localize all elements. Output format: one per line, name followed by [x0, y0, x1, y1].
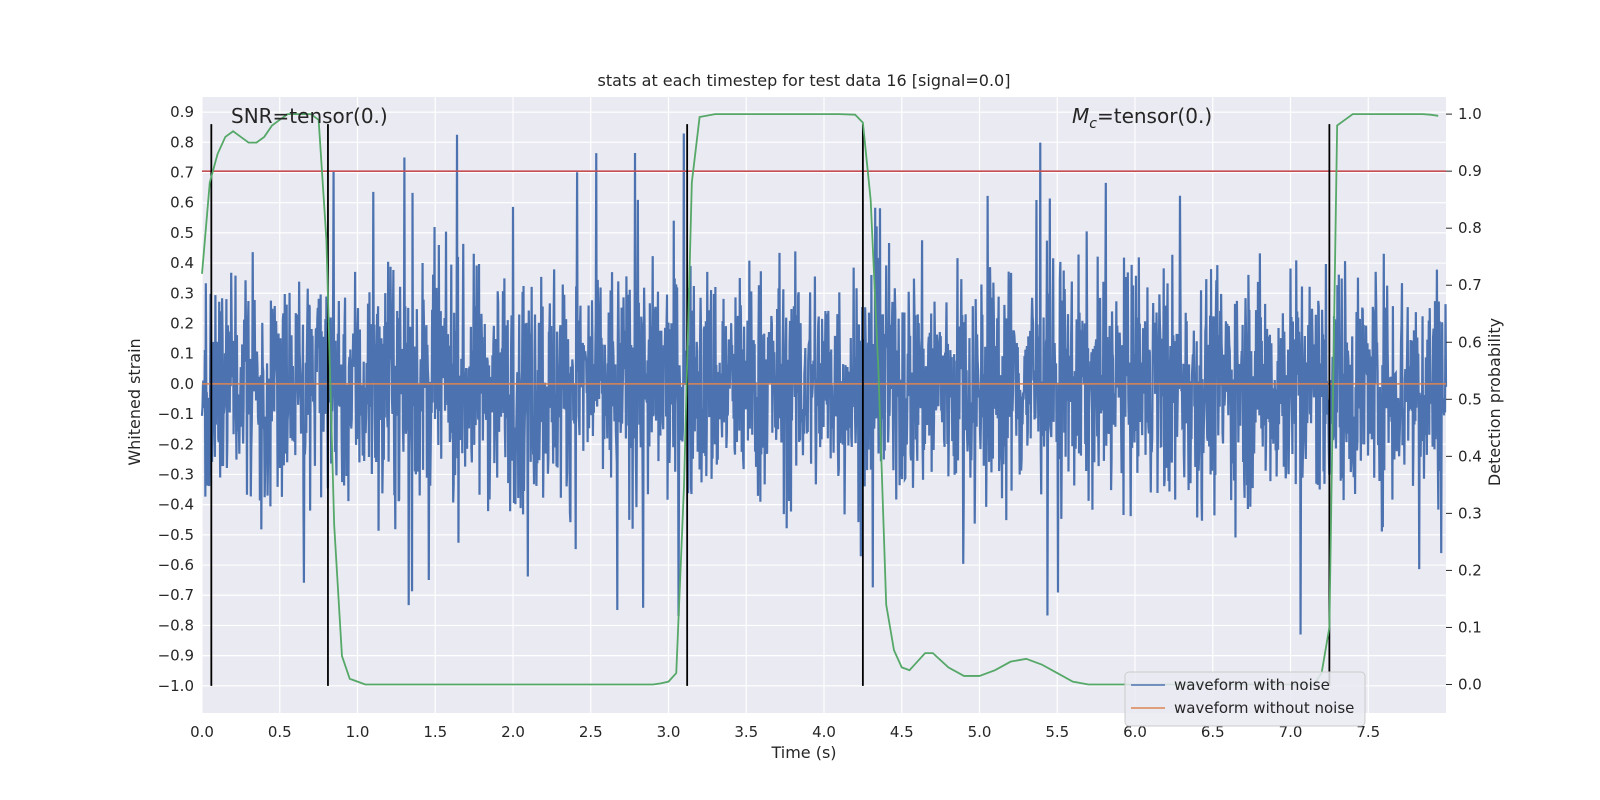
x-tick-label: 5.0: [968, 723, 992, 741]
y2-tick-label: 0.5: [1458, 390, 1482, 408]
x-tick-label: 2.0: [501, 723, 525, 741]
y-tick-label: −0.3: [158, 465, 194, 483]
x-tick-label: 7.0: [1279, 723, 1303, 741]
y2-tick-label: 0.3: [1458, 504, 1482, 522]
y-tick-label: −0.1: [158, 405, 194, 423]
y-tick-label: −1.0: [158, 677, 194, 695]
y2-tick-label: 0.2: [1458, 561, 1482, 579]
x-tick-label: 7.5: [1356, 723, 1380, 741]
x-tick-label: 6.5: [1201, 723, 1225, 741]
chart-title: stats at each timestep for test data 16 …: [598, 71, 1011, 90]
x-tick-label: 4.5: [890, 723, 914, 741]
y-tick-label: −0.7: [158, 586, 194, 604]
mc-subscript: c: [1089, 116, 1097, 132]
y2-tick-label: 0.6: [1458, 333, 1482, 351]
y2-tick-label: 0.8: [1458, 219, 1482, 237]
x-tick-label: 4.0: [812, 723, 836, 741]
x-axis-label: Time (s): [770, 743, 836, 762]
y-tick-label: −0.2: [158, 435, 194, 453]
legend: waveform with noise waveform without noi…: [1124, 671, 1366, 727]
legend-box: [1124, 671, 1366, 727]
y-tick-label: 0.5: [170, 224, 194, 242]
y2-tick-label: 0.7: [1458, 276, 1482, 294]
y-tick-label: −0.9: [158, 647, 194, 665]
y-tick-label: 0.7: [170, 163, 194, 181]
y2-tick-label: 0.4: [1458, 447, 1482, 465]
x-tick-label: 1.5: [423, 723, 447, 741]
y-tick-label: −0.5: [158, 526, 194, 544]
mc-value: =tensor(0.): [1097, 104, 1212, 128]
snr-annotation: SNR=tensor(0.): [231, 104, 388, 128]
y-tick-label: 0.1: [170, 345, 194, 363]
y-tick-label: 0.3: [170, 284, 194, 302]
y-tick-label: 0.2: [170, 314, 194, 332]
y-tick-label: −0.4: [158, 496, 194, 514]
noise-waveform-line: [200, 133, 1448, 635]
x-tick-label: 0.5: [268, 723, 292, 741]
mc-annotation: Mc=tensor(0.): [1072, 104, 1212, 132]
y2-tick-label: 0.1: [1458, 618, 1482, 636]
x-tick-label: 5.5: [1045, 723, 1069, 741]
x-tick-label: 1.0: [346, 723, 370, 741]
x-tick-labels: 0.0 0.5 1.0 1.5 2.0 2.5 3.0 3.5 4.0 4.5 5.0 5.5 6.0 6…: [190, 723, 1380, 741]
legend-label-noise: waveform with noise: [1174, 676, 1330, 694]
y-tick-label: 0.8: [170, 133, 194, 151]
x-tick-label: 0.0: [190, 723, 214, 741]
y2-tick-label: 0.9: [1458, 162, 1482, 180]
x-tick-label: 6.0: [1123, 723, 1147, 741]
lines-layer: [201, 113, 1446, 686]
y-tick-labels: 0.9 0.8 0.7 0.6 0.5 0.4 0.3 0.2 0.1 0.0 −0.1 −0.2 −0…: [158, 103, 194, 695]
y2-axis-label: Detection probability: [1485, 318, 1504, 486]
x-tick-label: 2.5: [579, 723, 603, 741]
y-axis-label: Whitened strain: [125, 338, 144, 465]
noise-waveform-layer: [200, 133, 1448, 635]
x-tick-label: 3.0: [657, 723, 681, 741]
y-tick-label: 0.6: [170, 194, 194, 212]
y-tick-label: 0.4: [170, 254, 194, 272]
y-tick-label: −0.6: [158, 556, 194, 574]
y-tick-label: 0.0: [170, 375, 194, 393]
x-tick-label: 3.5: [734, 723, 758, 741]
y-tick-label: 0.9: [170, 103, 194, 121]
legend-label-clean: waveform without noise: [1174, 699, 1354, 717]
y2-tick-label: 1.0: [1458, 105, 1482, 123]
y-tick-label: −0.8: [158, 616, 194, 634]
y2-tick-labels: 1.0 0.9 0.8 0.7 0.6 0.5 0.4 0.3 0.2 0.1 0.0: [1446, 105, 1482, 693]
mc-symbol: M: [1072, 104, 1089, 128]
y2-tick-label: 0.0: [1458, 675, 1482, 693]
